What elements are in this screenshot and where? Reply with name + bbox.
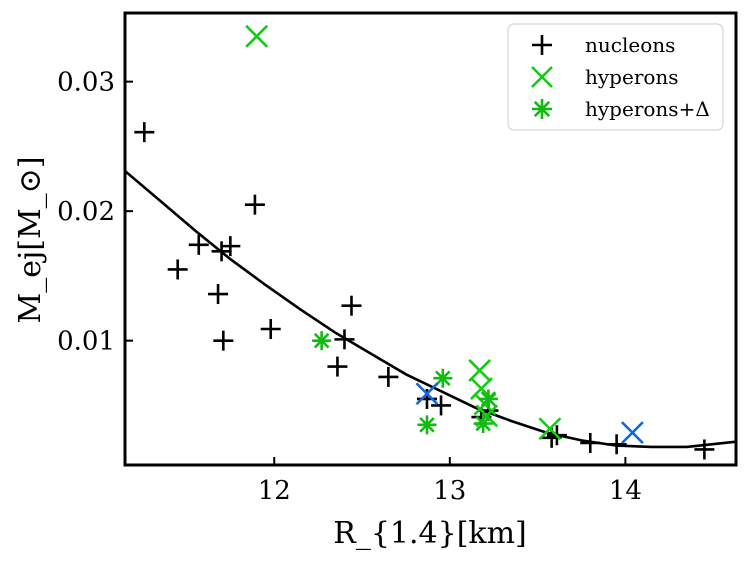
point-nucleons-0 <box>134 122 155 143</box>
point-nucleons-11 <box>341 295 362 316</box>
x-tick-label-2: 14 <box>609 476 642 506</box>
point-hyperons-0 <box>245 24 269 48</box>
x-tick-label-1: 13 <box>433 476 466 506</box>
plot-frame <box>123 11 738 467</box>
point-extra-0 <box>415 382 439 406</box>
point-nucleons-6 <box>220 236 241 257</box>
legend-label-nucleons: nucleons <box>585 33 675 57</box>
point-nucleons-1 <box>167 259 188 280</box>
point-nucleons-21 <box>694 439 715 460</box>
point-nucleons-20 <box>606 434 627 455</box>
point-nucleons-5 <box>213 330 234 351</box>
legend-label-hyperons-: hyperons+Δ <box>585 97 710 121</box>
legend: nucleons hyperons hyperons+Δ <box>507 23 724 131</box>
legend-entries: nucleons hyperons hyperons+Δ <box>531 33 710 121</box>
point-nucleons-4 <box>211 241 232 262</box>
point-nucleons-14 <box>431 395 452 416</box>
point-nucleons-9 <box>327 356 348 377</box>
y-axis-label: M_ej[M_⊙] <box>13 156 48 323</box>
point-nucleons-3 <box>208 284 229 305</box>
legend-marker-nucleons <box>532 35 552 55</box>
point-nucleons-10 <box>334 329 355 350</box>
y-tick-label-0: 0.01 <box>57 327 115 357</box>
legend-label-hyperons: hyperons <box>585 65 679 89</box>
point-nucleons-12 <box>378 366 399 387</box>
point-nucleons-19 <box>580 432 601 453</box>
y-axis-label-text: M_ej[M_⊙] <box>13 156 48 323</box>
point-hyperons-1 <box>468 359 492 382</box>
x-tick-label-0: 12 <box>258 476 291 506</box>
point-hyperons-5 <box>538 417 562 441</box>
fit-curve <box>124 170 737 449</box>
y-tick-label-2: 0.03 <box>57 68 115 98</box>
point-extra-1 <box>620 421 644 445</box>
x-axis-label: R_{1.4}[km] <box>333 516 527 551</box>
legend-box <box>507 23 724 131</box>
point-hyperons--3 <box>473 414 493 434</box>
point-hyperons--0 <box>312 331 332 351</box>
point-hyperons--2 <box>433 368 453 388</box>
point-hyperons--1 <box>417 415 437 435</box>
point-nucleons-7 <box>244 194 265 215</box>
plot-marks <box>124 24 737 460</box>
point-hyperons--4 <box>478 389 498 409</box>
legend-marker-hyperons <box>531 66 553 88</box>
point-nucleons-2 <box>188 234 209 255</box>
y-tick-label-1: 0.02 <box>57 197 115 227</box>
point-nucleons-8 <box>260 319 281 340</box>
axis-ticks: 12 13 14 0.01 0.02 0.03 <box>57 68 642 506</box>
legend-marker-hyperons- <box>532 99 552 119</box>
